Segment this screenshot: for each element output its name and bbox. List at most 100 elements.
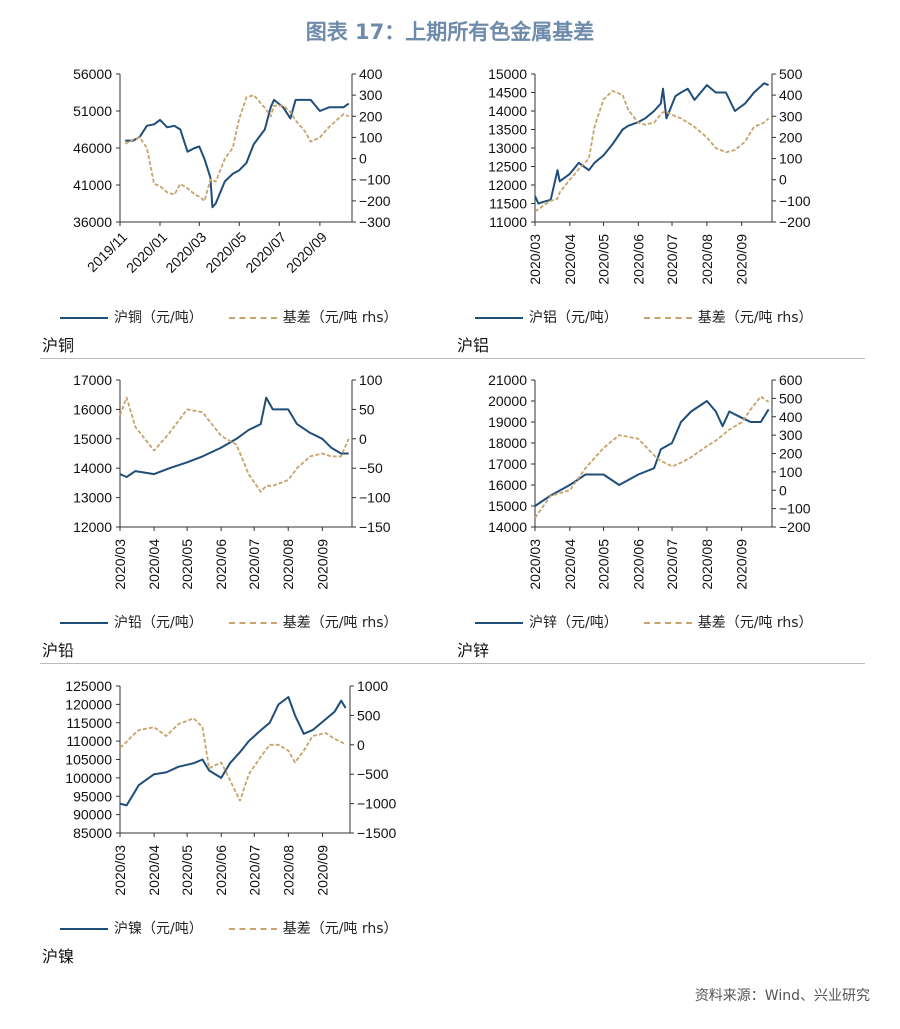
x-tick-label: 2020/07 bbox=[242, 229, 289, 276]
x-tick-label: 2020/03 bbox=[112, 845, 128, 896]
y2-tick-label: 0 bbox=[779, 172, 787, 188]
x-tick-label: 2020/06 bbox=[630, 234, 646, 285]
x-tick-label: 2020/08 bbox=[280, 539, 296, 590]
legend-swatch-price bbox=[475, 622, 523, 624]
y-tick-label: 12500 bbox=[488, 159, 527, 175]
y-tick-label: 13000 bbox=[73, 490, 112, 506]
y2-tick-label: 100 bbox=[779, 151, 803, 167]
legend: 沪铜（元/吨） 基差（元/吨 rhs） bbox=[60, 309, 398, 327]
y2-tick-label: 200 bbox=[779, 129, 803, 145]
y-tick-label: 120000 bbox=[65, 696, 112, 712]
chart-aluminum: 11000 11500 12000 12500 13000 13500 14000 14500… bbox=[488, 66, 811, 285]
source-note: 资料来源：Wind、兴业研究 bbox=[694, 988, 870, 1004]
series-basis-line bbox=[534, 89, 770, 213]
x-tick-label: 2020/06 bbox=[630, 539, 646, 590]
legend-swatch-price bbox=[60, 928, 108, 930]
y-tick-label: 18000 bbox=[488, 435, 527, 451]
legend-price: 沪锌（元/吨） bbox=[529, 615, 618, 631]
y2-tick-label: −1000 bbox=[357, 796, 397, 812]
chart-caption: 沪铜 bbox=[42, 336, 75, 355]
divider bbox=[40, 663, 865, 664]
chart-panel-zinc: 14000 15000 16000 17000 18000 19000 20000 21000… bbox=[455, 365, 865, 665]
y-tick-label: 115000 bbox=[66, 715, 112, 731]
y2-tick-label: −1500 bbox=[357, 825, 397, 841]
legend-basis: 基差（元/吨 rhs） bbox=[697, 615, 813, 631]
x-tick-label: 2020/06 bbox=[213, 845, 229, 896]
y-tick-label: 56000 bbox=[73, 66, 112, 82]
x-tick-label: 2020/03 bbox=[112, 539, 128, 590]
legend: 沪铝（元/吨） 基差（元/吨 rhs） bbox=[475, 309, 813, 327]
x-tick-label: 2020/07 bbox=[664, 234, 680, 285]
chart-caption: 沪镍 bbox=[42, 947, 75, 966]
legend-swatch-basis bbox=[228, 317, 277, 319]
legend-swatch-price bbox=[475, 317, 523, 319]
y-tick-label: 100000 bbox=[65, 770, 112, 786]
series-price-line bbox=[119, 696, 347, 807]
divider bbox=[40, 358, 865, 359]
legend-basis: 基差（元/吨 rhs） bbox=[282, 921, 398, 937]
series-price-line bbox=[534, 82, 769, 205]
legend-basis: 基差（元/吨 rhs） bbox=[697, 310, 813, 326]
y2-tick-label: 500 bbox=[779, 66, 803, 82]
legend-price: 沪铝（元/吨） bbox=[529, 310, 618, 326]
chart-nickel: 85000 90000 95000 100000 105000 110000 115000 1… bbox=[65, 678, 397, 896]
series-basis-line bbox=[119, 717, 347, 802]
series-price-line bbox=[125, 98, 350, 209]
y-tick-label: 14000 bbox=[73, 460, 112, 476]
y2-tick-label: 0 bbox=[359, 431, 367, 447]
x-tick-label: 2020/06 bbox=[213, 539, 229, 590]
y2-tick-label: 300 bbox=[359, 87, 383, 103]
y-tick-label: 36000 bbox=[73, 214, 112, 230]
x-tick-label: 2020/08 bbox=[699, 539, 715, 590]
chart-panel-copper: 36000 41000 46000 51000 56000 −300 −200 −100 0 10… bbox=[40, 60, 450, 360]
legend-price: 沪铜（元/吨） bbox=[114, 310, 203, 326]
x-tick-label: 2020/09 bbox=[734, 539, 750, 590]
series-price-line bbox=[119, 396, 349, 478]
legend-basis: 基差（元/吨 rhs） bbox=[282, 615, 398, 631]
y2-tick-label: 100 bbox=[359, 372, 383, 388]
legend-swatch-price bbox=[60, 622, 108, 624]
x-tick-label: 2020/01 bbox=[123, 229, 170, 276]
legend-swatch-basis bbox=[643, 622, 692, 624]
legend-swatch-basis bbox=[228, 928, 277, 930]
x-tick-label: 2020/03 bbox=[162, 229, 209, 276]
y2-tick-label: −200 bbox=[779, 519, 811, 535]
y-tick-label: 14500 bbox=[488, 85, 527, 101]
y2-tick-label: 300 bbox=[779, 108, 803, 124]
chart-copper: 36000 41000 46000 51000 56000 −300 −200 −100 0 10… bbox=[73, 66, 391, 276]
y2-tick-label: −100 bbox=[359, 172, 391, 188]
chart-panel-nickel: 85000 90000 95000 100000 105000 110000 115000 1… bbox=[40, 670, 450, 970]
y-tick-label: 12000 bbox=[73, 519, 112, 535]
y2-tick-label: −100 bbox=[779, 193, 811, 209]
series-price-line bbox=[534, 400, 770, 507]
y-tick-label: 14000 bbox=[488, 519, 527, 535]
y2-tick-label: 50 bbox=[359, 401, 375, 417]
y2-tick-label: 600 bbox=[779, 372, 803, 388]
y-tick-label: 15000 bbox=[488, 66, 527, 82]
x-tick-label: 2020/05 bbox=[179, 845, 195, 896]
y-tick-label: 16000 bbox=[488, 477, 527, 493]
y-tick-label: 11000 bbox=[489, 214, 527, 230]
x-tick-label: 2020/04 bbox=[562, 539, 578, 590]
series-basis-line bbox=[124, 94, 350, 202]
y-tick-label: 20000 bbox=[488, 393, 527, 409]
x-tick-label: 2020/04 bbox=[562, 234, 578, 285]
y2-tick-label: 400 bbox=[359, 66, 383, 82]
y-tick-label: 105000 bbox=[65, 752, 112, 768]
chart-caption: 沪铅 bbox=[42, 641, 75, 660]
x-tick-label: 2019/11 bbox=[84, 229, 131, 276]
series-basis-line bbox=[119, 396, 350, 493]
chart-panel-aluminum: 11000 11500 12000 12500 13000 13500 14000 14500… bbox=[455, 60, 865, 360]
x-tick-label: 2020/09 bbox=[283, 229, 330, 276]
x-tick-label: 2020/08 bbox=[699, 234, 715, 285]
y2-tick-label: 0 bbox=[359, 151, 367, 167]
chart-zinc: 14000 15000 16000 17000 18000 19000 20000 21000… bbox=[488, 372, 811, 590]
y-tick-label: 16000 bbox=[73, 401, 112, 417]
series-basis-line bbox=[534, 395, 770, 519]
legend-basis: 基差（元/吨 rhs） bbox=[282, 310, 398, 326]
y2-tick-label: −200 bbox=[779, 214, 811, 230]
y-tick-label: 21000 bbox=[488, 372, 527, 388]
y2-tick-label: 0 bbox=[357, 737, 365, 753]
y-tick-label: 85000 bbox=[73, 825, 112, 841]
